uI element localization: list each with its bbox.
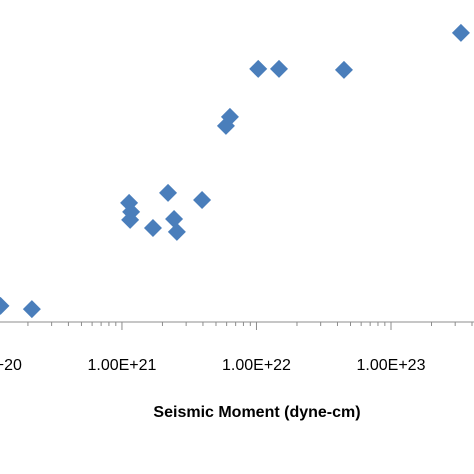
marker xyxy=(193,190,212,209)
marker xyxy=(220,107,239,126)
marker xyxy=(249,59,268,78)
marker xyxy=(159,183,178,202)
x-tick-label: 1.00E+20 xyxy=(0,357,22,374)
x-tick-label: 1.00E+23 xyxy=(357,357,426,374)
marker xyxy=(269,59,288,78)
marker xyxy=(334,60,353,79)
marker xyxy=(22,300,41,319)
marker xyxy=(165,209,184,228)
x-tick-label: 1.00E+22 xyxy=(222,357,291,374)
marker xyxy=(0,296,10,315)
marker xyxy=(143,218,162,237)
marker xyxy=(451,23,470,42)
x-axis-title: Seismic Moment (dyne-cm) xyxy=(153,404,360,421)
marker xyxy=(121,210,140,229)
x-tick-label: 1.00E+21 xyxy=(87,357,156,374)
marker xyxy=(167,222,186,241)
